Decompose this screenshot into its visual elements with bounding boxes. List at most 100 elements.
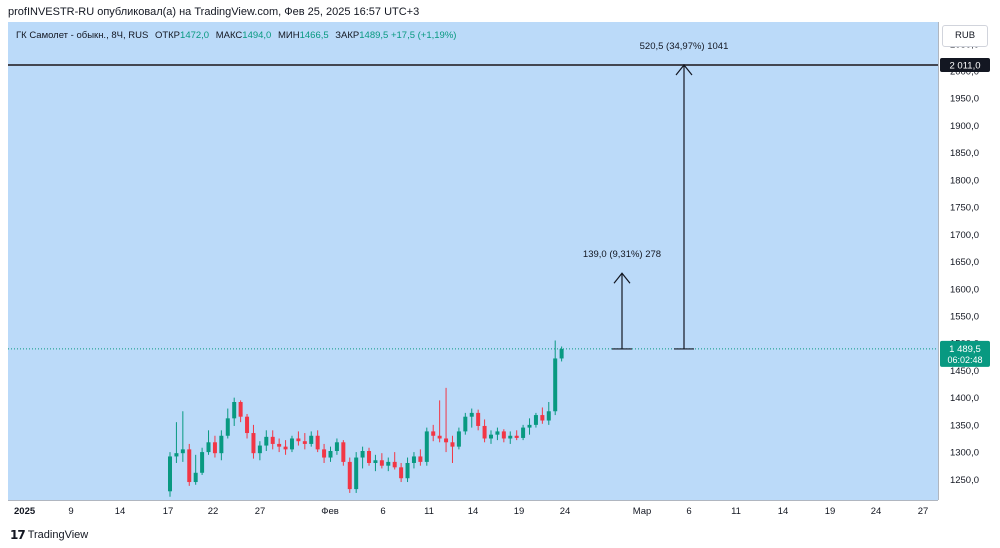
candle-body: [225, 418, 230, 436]
candle-body: [200, 452, 205, 473]
time-tick-label: 17: [163, 506, 174, 517]
price-tick-label: 1400,0: [950, 393, 979, 404]
legend-open-label: ОТКР: [154, 30, 181, 41]
candle-body: [546, 411, 551, 421]
candle-body: [212, 442, 217, 454]
legend-symbol[interactable]: ГК Самолет - обыкн., 8Ч, RUS: [16, 30, 149, 41]
legend-low-label: МИН: [277, 30, 300, 41]
price-scale[interactable]: [938, 22, 993, 500]
candle-body: [399, 467, 404, 479]
currency-button[interactable]: RUB: [942, 25, 988, 47]
symbol-legend: ГК Самолет - обыкн., 8Ч, RUS ОТКР1472,0 …: [16, 30, 456, 41]
time-tick-label: 27: [255, 506, 266, 517]
candle-body: [521, 427, 526, 438]
time-tick-label: Фев: [321, 506, 339, 517]
legend-close-value: 1489,5: [359, 30, 389, 41]
price-tick-label: 1700,0: [950, 230, 979, 241]
current-price-badge: [940, 340, 990, 367]
chart-frame: 1250,01300,01350,01400,01450,01500,01550…: [8, 22, 993, 524]
chart-canvas: 1250,01300,01350,01400,01450,01500,01550…: [8, 39, 990, 517]
legend-high-label: МАКС: [215, 30, 243, 41]
candle-body: [379, 460, 384, 466]
candle-body: [431, 431, 436, 436]
candle-body: [283, 446, 288, 450]
time-tick-label: 2025: [14, 506, 36, 517]
measure-label: 139,0 (9,31%) 278: [583, 249, 661, 260]
time-scale[interactable]: [8, 500, 938, 523]
candle-body: [489, 434, 493, 439]
candle-body: [296, 438, 301, 442]
candle-body: [482, 425, 487, 439]
candle-body: [456, 431, 461, 447]
time-tick-label: 14: [468, 506, 479, 517]
price-tick-label: 1850,0: [950, 148, 979, 159]
time-tick-label: 24: [871, 506, 882, 517]
candle-body: [302, 441, 307, 444]
candle-body: [264, 436, 269, 446]
candle-body: [495, 431, 500, 435]
time-tick-label: 6: [380, 506, 385, 517]
candle-body: [418, 456, 423, 462]
tradingview-brand-name[interactable]: TradingView: [27, 529, 89, 541]
price-tick-label: 1350,0: [950, 420, 979, 431]
current-price-badge-value: 1 489,5: [949, 344, 981, 355]
time-tick-label: 19: [825, 506, 836, 517]
footer-brand: 17 TradingView: [10, 528, 88, 542]
time-tick-label: 14: [778, 506, 789, 517]
time-tick-label: 6: [686, 506, 691, 517]
candle-body: [508, 435, 513, 439]
legend-high-value: 1494,0: [242, 30, 272, 41]
time-tick-label: 14: [115, 506, 126, 517]
candle-body: [476, 412, 481, 426]
price-tick-label: 1300,0: [950, 448, 979, 459]
time-tick-label: 19: [514, 506, 525, 517]
candle-body: [559, 348, 564, 359]
candle-body: [373, 460, 378, 463]
target-price-badge-text: 2 011,0: [950, 61, 981, 72]
candle-body: [463, 416, 468, 432]
candle-body: [553, 358, 558, 412]
candle-body: [328, 451, 333, 458]
candle-body: [450, 442, 455, 447]
candle-body: [315, 435, 320, 450]
candle-body: [341, 442, 346, 462]
legend-change-value: +17,5 (+1,19%): [390, 30, 457, 41]
price-tick-label: 1450,0: [950, 366, 979, 377]
price-tick-label: 1650,0: [950, 257, 979, 268]
price-tick-label: 1750,0: [950, 203, 979, 214]
candle-body: [347, 461, 352, 490]
candle-body: [245, 416, 250, 434]
candle-body: [386, 461, 391, 466]
legend-close-label: ЗАКР: [335, 30, 360, 41]
candle-body: [444, 438, 449, 443]
candle-body: [360, 451, 365, 458]
candle-body: [270, 436, 275, 444]
time-tick-label: Мар: [633, 506, 652, 517]
time-tick-label: 27: [918, 506, 929, 517]
price-tick-label: 1950,0: [950, 94, 979, 105]
candle-body: [277, 443, 282, 447]
candle-body: [411, 456, 416, 463]
candle-body: [174, 453, 179, 457]
candle-body: [424, 431, 429, 462]
candle-body: [187, 449, 192, 483]
chart-pane[interactable]: [8, 22, 938, 500]
candle-body: [322, 449, 327, 458]
current-price-badge-timer: 06:02:48: [947, 355, 982, 365]
tradingview-logo-icon: 17: [10, 528, 26, 542]
measure-label: 520,5 (34,97%) 1041: [640, 41, 729, 52]
candle-body: [238, 402, 243, 417]
candle-body: [437, 435, 442, 439]
measure-arrowhead: [675, 64, 693, 76]
price-tick-label: 1250,0: [950, 475, 979, 486]
price-tick-label: 1900,0: [950, 121, 979, 132]
candle-body: [309, 435, 314, 444]
candle-body: [180, 449, 185, 454]
candle-body: [514, 435, 519, 438]
publish-info: profINVESTR-RU опубликовал(а) на Trading…: [8, 6, 420, 18]
time-tick-label: 11: [424, 506, 434, 517]
candle-body: [219, 435, 224, 454]
legend-low-value: 1466,5: [299, 30, 329, 41]
candle-body: [469, 412, 474, 417]
candle-body: [257, 445, 262, 454]
